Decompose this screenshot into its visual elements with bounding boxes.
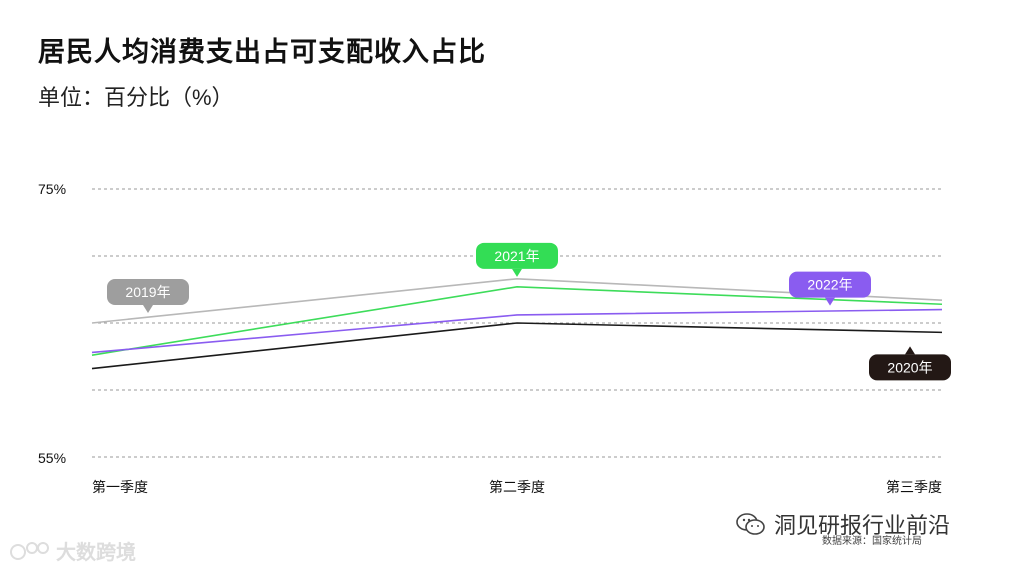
series-label: 2022年 [807,277,852,293]
x-tick-label: 第一季度 [92,479,148,495]
data-source: 数据来源：国家统计局 [822,536,922,547]
brand-watermark-text: 大数跨境 [56,542,136,564]
series-line [91,322,943,370]
series-line [91,286,943,356]
wechat-icon [736,513,765,535]
series-label-pointer [905,346,915,355]
series-label-bubble [789,271,871,298]
series-label: 2021年 [494,248,539,264]
brand-watermark: 大数跨境 [10,536,136,565]
series-label: 2020年 [887,359,932,375]
series-label-bubble [869,354,951,381]
x-tick-label: 第二季度 [489,479,545,495]
brand-logo-icon [10,541,49,560]
y-tick-label: 55% [38,450,66,466]
series-label-pointer [825,297,835,306]
chart-subtitle: 单位：百分比（%） [38,85,234,110]
series-label-pointer [512,268,522,277]
series-label-bubble [107,279,189,305]
x-tick-label: 第三季度 [886,479,942,495]
series-label-pointer [143,305,153,313]
series-label: 2019年 [125,284,170,300]
series-line [91,308,943,354]
y-tick-label: 75% [38,181,66,197]
wechat-watermark: 洞见研报行业前沿 [736,508,950,540]
series-label-bubble [476,242,558,269]
chart-title: 居民人均消费支出占可支配收入占比 [38,37,486,67]
watermark-text: 洞见研报行业前沿 [774,513,951,538]
